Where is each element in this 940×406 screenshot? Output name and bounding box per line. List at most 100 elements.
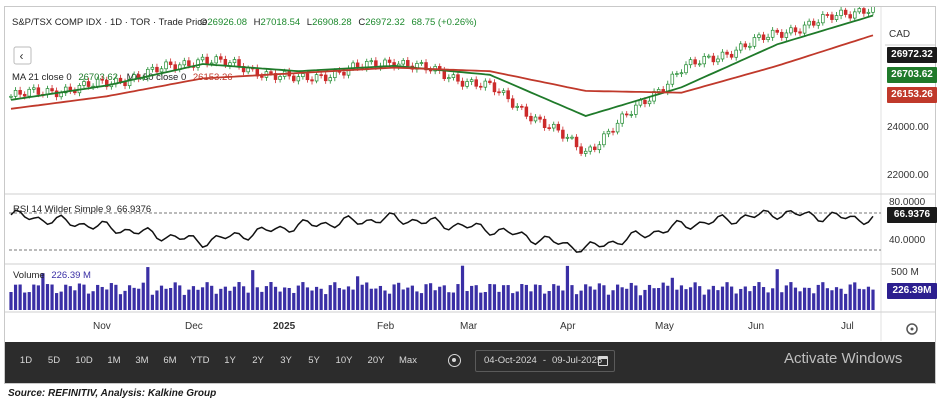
volume-bar (159, 285, 164, 310)
timeframe-button-3m[interactable]: 3M (135, 355, 149, 366)
volume-bar (579, 290, 583, 310)
candle-body (278, 76, 282, 80)
volume-bar (428, 283, 433, 310)
volume-bar (45, 284, 50, 310)
candle-body (196, 59, 200, 68)
volume-bar (807, 287, 811, 310)
candle-body (679, 72, 684, 75)
timeframe-button-2y[interactable]: 2Y (252, 355, 264, 366)
timeframe-button-5y[interactable]: 5Y (308, 355, 320, 366)
volume-bar (278, 291, 282, 310)
symbol-label: S&P/TSX COMP IDX · 1D · TOR · Trade Pric… (12, 17, 207, 28)
volume-bar (739, 288, 743, 310)
volume-bar (415, 291, 419, 310)
volume-bar (406, 287, 410, 310)
candle-body (483, 80, 488, 88)
candle-body (260, 75, 264, 78)
x-axis-label: Jul (841, 321, 854, 332)
chart-frame: S&P/TSX COMP IDX · 1D · TOR · Trade Pric… (4, 6, 937, 384)
volume-bar (520, 284, 524, 310)
volume-bar (32, 284, 36, 310)
volume-bar (91, 291, 95, 310)
candle-body (675, 73, 679, 75)
back-button[interactable] (13, 46, 32, 65)
chart-svg[interactable]: S&P/TSX COMP IDX · 1D · TOR · Trade Pric… (5, 7, 935, 341)
candle-body (520, 105, 524, 108)
volume-bar (397, 282, 401, 310)
candle-body (556, 123, 561, 131)
candle-body (729, 53, 734, 58)
timeframe-button-ytd[interactable]: YTD (190, 355, 210, 366)
candle-body (506, 90, 510, 100)
candle-body (761, 34, 766, 40)
candle-body (164, 61, 168, 70)
candle-body (670, 73, 675, 85)
timeframe-button-1d[interactable]: 1D (19, 355, 33, 366)
timeframe-button-5d[interactable]: 5D (47, 355, 61, 366)
volume-bar (702, 294, 706, 310)
timeframe-button-1m[interactable]: 1M (107, 355, 121, 366)
volume-bar (369, 288, 373, 310)
close-price-tag: 26972.32 (887, 47, 937, 63)
volume-bar (483, 291, 487, 310)
candle-body (155, 66, 159, 73)
volume-bar (433, 290, 437, 310)
volume-bar (196, 289, 200, 310)
volume-bar (228, 290, 232, 310)
volume-bar (447, 292, 451, 310)
candle-body (451, 74, 456, 78)
candle-body (707, 55, 711, 58)
candle-body (95, 78, 100, 87)
volume-bar (296, 285, 300, 310)
timeframe-button-6m[interactable]: 6M (163, 355, 177, 366)
volume-bar (27, 292, 31, 310)
volume-bar (96, 284, 100, 310)
candle-body (821, 14, 825, 24)
candle-body (734, 49, 738, 58)
date-range-picker[interactable]: 04-Oct-2024-09-Jul-2025 (475, 350, 615, 372)
candle-body (697, 63, 702, 66)
candle-body (866, 11, 871, 14)
volume-bar (387, 293, 392, 310)
volume-bar (561, 290, 565, 310)
candle-body (424, 62, 428, 71)
volume-bar (615, 284, 620, 310)
timeframe-button-10d[interactable]: 10D (75, 355, 93, 366)
price-tick-24000: 24000.00 (887, 122, 929, 133)
candle-body (807, 20, 811, 26)
volume-bar (401, 289, 405, 310)
timeframe-button-1y[interactable]: 1Y (224, 355, 236, 366)
candle-body (314, 74, 319, 82)
candle-body (328, 77, 333, 82)
ma21-label: MA 21 close 0 (12, 72, 72, 83)
volume-bar (716, 290, 720, 310)
timeframe-button-20y[interactable]: 20Y (367, 355, 385, 366)
settings-icon[interactable] (906, 323, 918, 335)
x-axis: Nov Dec 2025 Feb Mar Apr May Jun Jul (93, 321, 854, 332)
timeframe-button-10y[interactable]: 10Y (335, 355, 353, 366)
volume-bar (374, 288, 378, 310)
candle-body (479, 85, 483, 88)
x-axis-label: May (655, 321, 674, 332)
rsi-label: RSI 14 Wilder Simple 9 66.9376 (13, 204, 151, 215)
volume-bar (260, 291, 264, 310)
volume-bar (419, 293, 424, 310)
volume-bar (474, 285, 478, 310)
timeframe-button-max[interactable]: Max (399, 355, 417, 366)
calendar-icon[interactable] (598, 356, 608, 366)
candle-body (688, 59, 693, 66)
volume-bar (118, 294, 123, 310)
volume-bar (219, 288, 223, 310)
volume-bar (734, 293, 738, 310)
timeframe-button-3y[interactable]: 3Y (280, 355, 292, 366)
candle-body (232, 59, 237, 64)
volume-bar (766, 292, 770, 310)
clock-icon[interactable] (448, 354, 461, 367)
source-caption: Source: REFINITIV, Analysis: Kalkine Gro… (8, 388, 217, 399)
candle-body (611, 130, 615, 133)
volume-bar (109, 283, 113, 310)
volume-bar (479, 292, 483, 310)
candle-body (656, 89, 661, 92)
candle-body (615, 122, 620, 133)
candle-body (237, 59, 241, 67)
